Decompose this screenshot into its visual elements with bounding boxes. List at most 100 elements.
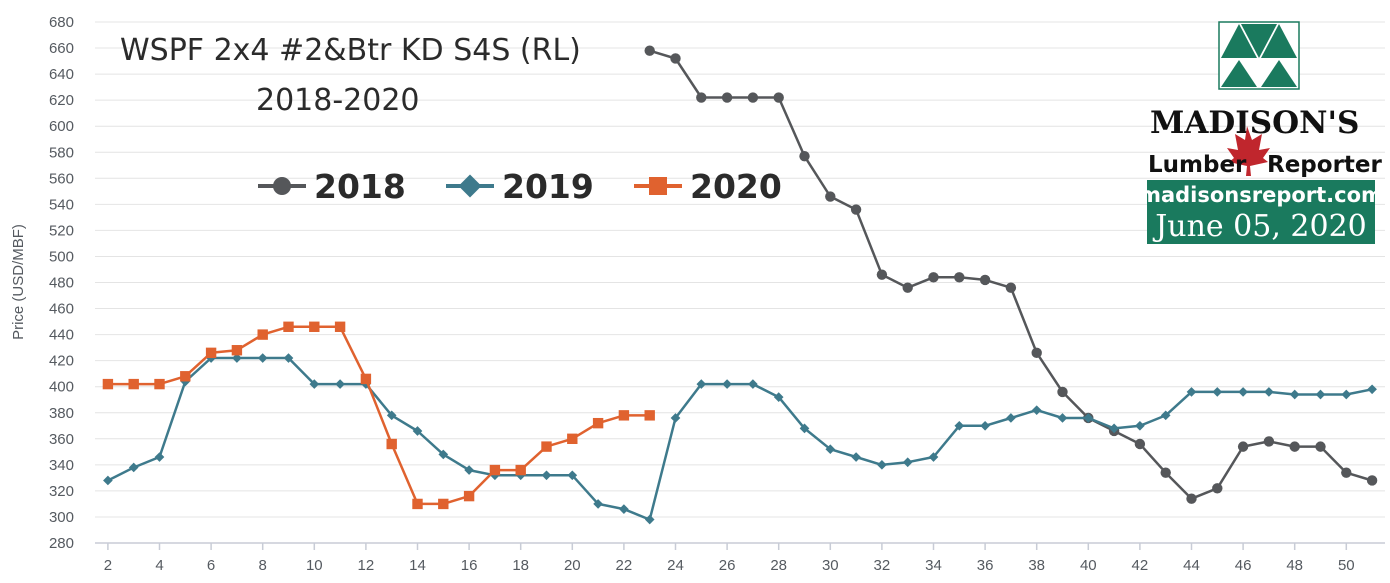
data-point-2020 (180, 371, 191, 382)
x-tick-label: 36 (977, 557, 994, 574)
data-point-2018 (1341, 467, 1352, 478)
data-point-2020 (283, 321, 294, 332)
data-point-2020 (489, 464, 501, 476)
y-tick-label: 520 (49, 222, 74, 239)
data-point-2019 (954, 420, 965, 431)
data-point-2018 (954, 272, 965, 283)
y-tick-label: 480 (49, 275, 74, 292)
x-tick-label: 42 (1132, 557, 1149, 574)
brand-sub-left: Lumber (1148, 152, 1247, 178)
y-tick-label: 660 (49, 40, 74, 57)
data-point-2019 (670, 413, 681, 423)
data-point-2019 (825, 444, 836, 455)
legend-marker-2018 (273, 177, 291, 195)
data-point-2019 (980, 420, 990, 431)
data-point-2019 (902, 457, 913, 468)
data-point-2019 (1315, 389, 1326, 400)
data-point-2019 (541, 470, 552, 481)
x-tick-label: 16 (461, 557, 478, 574)
x-tick-label: 38 (1028, 557, 1045, 574)
data-point-2019 (1031, 405, 1042, 415)
data-point-2018 (670, 53, 681, 64)
data-point-2020 (463, 490, 475, 502)
x-tick-label: 6 (207, 557, 215, 574)
brand-url: madisonsreport.com (1139, 183, 1383, 207)
data-point-2018 (1160, 467, 1171, 478)
data-point-2019 (128, 462, 139, 473)
data-point-2019 (1057, 413, 1068, 423)
data-point-2018 (1057, 386, 1068, 398)
data-point-2019 (412, 426, 423, 436)
data-point-2019 (1212, 387, 1223, 397)
data-point-2019 (154, 452, 165, 462)
y-tick-label: 580 (49, 144, 74, 161)
data-point-2018 (850, 204, 862, 215)
data-point-2018 (1366, 475, 1378, 486)
brand-date: June 05, 2020 (1152, 209, 1367, 244)
data-point-2019 (748, 379, 758, 389)
x-tick-label: 20 (564, 557, 581, 574)
y-tick-label: 680 (49, 14, 74, 31)
data-point-2019 (773, 392, 784, 402)
y-tick-label: 600 (49, 118, 74, 135)
x-tick-label: 12 (358, 557, 375, 574)
y-tick-label: 340 (49, 457, 74, 474)
data-point-2020 (618, 410, 630, 421)
data-point-2020 (567, 433, 578, 444)
data-point-2018 (825, 191, 836, 202)
data-point-2018 (1186, 493, 1197, 504)
axes: 2803003203403603804004204404604805005205… (49, 14, 1385, 574)
data-point-2019 (464, 465, 474, 475)
x-tick-label: 46 (1235, 557, 1252, 574)
legend-item-2018: 2018 (258, 167, 406, 206)
data-point-2019 (1264, 387, 1274, 397)
data-point-2019 (257, 353, 268, 363)
y-tick-label: 400 (49, 379, 74, 396)
x-tick-label: 4 (155, 557, 163, 574)
x-tick-label: 14 (409, 557, 426, 574)
y-tick-label: 300 (49, 509, 74, 526)
data-point-2019 (1367, 384, 1377, 395)
y-tick-label: 420 (49, 353, 74, 370)
data-point-2019 (283, 353, 294, 363)
y-tick-label: 320 (49, 483, 74, 500)
legend-label-2018: 2018 (314, 167, 406, 206)
data-point-2019 (1238, 387, 1248, 397)
x-tick-label: 26 (719, 557, 736, 574)
data-point-2020 (360, 373, 372, 385)
brand-sub-right: Reporter (1267, 152, 1383, 178)
y-tick-label: 500 (49, 248, 74, 265)
madisons-logo: MADISON'S Lumber Reporter madisonsreport… (1139, 21, 1383, 244)
data-point-2020 (102, 378, 114, 390)
data-point-2018 (876, 269, 888, 280)
data-point-2018 (1212, 483, 1223, 494)
data-point-2020 (231, 345, 243, 356)
y-tick-label: 540 (49, 196, 74, 213)
x-tick-label: 8 (259, 557, 267, 574)
data-point-2020 (412, 498, 423, 510)
chart-subtitle: 2018-2020 (256, 83, 420, 118)
data-point-2018 (747, 92, 759, 103)
data-point-2019 (1160, 410, 1171, 421)
legend-marker-2020 (649, 177, 667, 195)
data-point-2018 (1315, 441, 1326, 452)
data-point-2018 (1237, 441, 1249, 452)
data-point-2019 (1006, 413, 1016, 423)
x-tick-label: 18 (512, 557, 529, 574)
data-point-2019 (438, 449, 449, 460)
data-point-2018 (1289, 441, 1300, 452)
data-point-2019 (593, 499, 603, 509)
x-tick-label: 44 (1183, 557, 1200, 574)
y-tick-label: 460 (49, 301, 74, 318)
y-axis-label: Price (USD/MBF) (10, 224, 27, 340)
logo-emblem (1218, 21, 1300, 90)
data-point-2019 (619, 504, 629, 514)
y-tick-label: 440 (49, 327, 74, 344)
x-tick-label: 48 (1286, 557, 1303, 574)
y-tick-label: 640 (49, 66, 74, 83)
x-tick-label: 50 (1338, 557, 1355, 574)
data-point-2018 (721, 92, 733, 103)
legend-label-2019: 2019 (502, 167, 594, 206)
x-tick-label: 28 (770, 557, 787, 574)
data-point-2019 (567, 470, 578, 481)
